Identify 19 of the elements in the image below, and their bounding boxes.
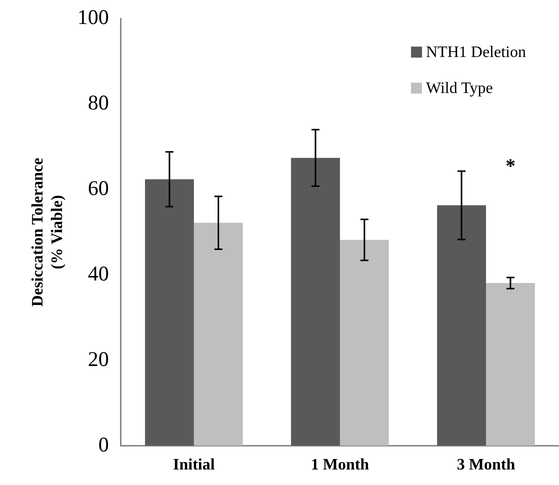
y-tick-label: 80 (88, 90, 109, 115)
bar (194, 222, 243, 446)
x-tick-label: 1 Month (310, 456, 370, 474)
y-tick-label: 60 (88, 176, 109, 200)
bar (437, 205, 486, 446)
y-axis-title: Desiccation Tolerance (% Viable) (30, 158, 66, 307)
bar (291, 158, 340, 446)
annotation: * (505, 156, 516, 178)
legend-label: Wild Type (426, 80, 493, 97)
legend-label: NTH1 Deletion (426, 44, 526, 61)
bar (340, 240, 389, 446)
bar (144, 179, 194, 446)
y-tick-label: 20 (88, 346, 109, 371)
y-tick-label: 0 (98, 432, 109, 456)
bar (486, 283, 535, 446)
y-tick-label: 100 (77, 5, 109, 30)
x-tick-label: Initial (173, 456, 216, 474)
y-tick-label: 40 (88, 261, 109, 286)
x-tick-label: 3 Month (456, 456, 516, 474)
